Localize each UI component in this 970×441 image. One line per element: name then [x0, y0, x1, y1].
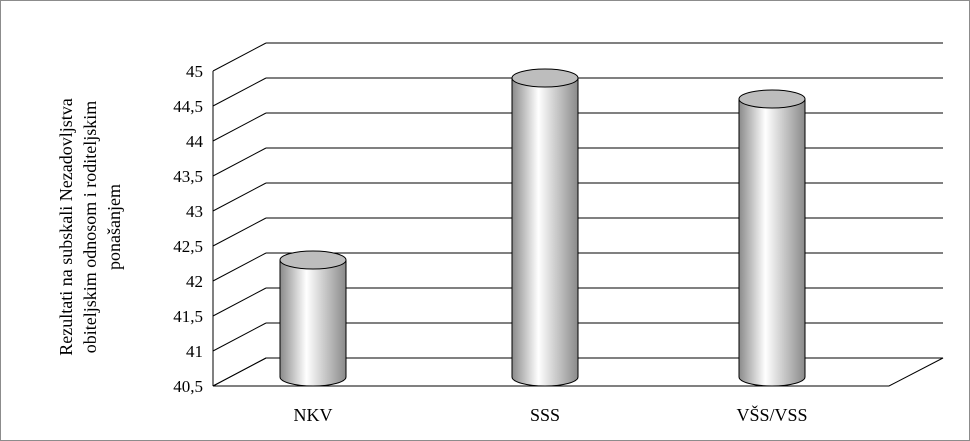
- floor-outline: [212, 357, 944, 387]
- y-axis-title-line: obiteljskim odnosom i roditeljskim: [80, 101, 100, 354]
- bar-sss: [511, 68, 579, 387]
- y-tick-label: 41,5: [173, 307, 203, 326]
- bar-top: [279, 250, 347, 270]
- y-axis-title-line: Rezultati na subskali Nezadovljstva: [56, 98, 76, 355]
- y-tick-label: 42,5: [173, 237, 203, 256]
- gridline-diagonal: [212, 182, 267, 212]
- gridline-diagonal: [212, 147, 267, 177]
- gridline-diagonal: [212, 42, 267, 72]
- gridline-diagonal: [212, 112, 267, 142]
- bar-top: [738, 89, 806, 109]
- category-labels: NKV SSS VŠS/VSS: [294, 404, 808, 425]
- gridline-diagonal: [212, 252, 267, 282]
- gridline-diagonal: [212, 217, 267, 247]
- gridlines: [212, 42, 943, 387]
- y-tick-labels: 40,5 41 41,5 42 42,5 43 43,5 44 44,5 45: [173, 62, 203, 396]
- y-tick-label: 41: [186, 342, 203, 361]
- gridline-diagonal: [212, 287, 267, 317]
- y-tick-label: 43: [186, 202, 203, 221]
- bar-v-s-vss: [738, 89, 806, 387]
- bar-body: [279, 259, 347, 387]
- y-tick-label: 44: [186, 132, 204, 151]
- y-axis-title-line: ponašanjem: [104, 184, 124, 270]
- gridline-diagonal: [212, 322, 267, 352]
- y-tick-label: 45: [186, 62, 203, 81]
- category-label: NKV: [294, 405, 333, 425]
- gridline-diagonal: [212, 77, 267, 107]
- bars: [279, 68, 806, 387]
- bar-nkv: [279, 250, 347, 387]
- bar-body: [511, 77, 579, 387]
- y-tick-label: 42: [186, 272, 203, 291]
- chart-floor: [212, 357, 944, 387]
- y-tick-label: 43,5: [173, 167, 203, 186]
- y-tick-label: 40,5: [173, 377, 203, 396]
- y-tick-label: 44,5: [173, 97, 203, 116]
- bar-body: [738, 98, 806, 387]
- bar-top: [511, 68, 579, 88]
- y-axis-title: Rezultati na subskali Nezadovljstva obite…: [56, 98, 124, 355]
- category-label: SSS: [530, 405, 560, 425]
- category-label: VŠS/VSS: [736, 404, 807, 425]
